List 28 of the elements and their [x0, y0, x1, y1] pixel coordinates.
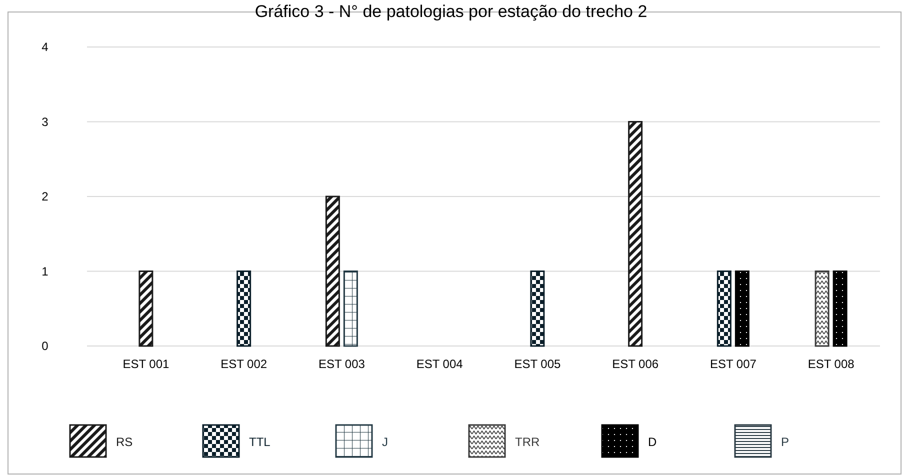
x-tick-label: EST 002	[220, 357, 268, 371]
text: J	[382, 435, 388, 449]
bar	[530, 270, 545, 347]
text: RS	[116, 435, 133, 449]
y-tick-label: 1	[42, 264, 49, 278]
text: TTL	[249, 435, 271, 449]
y-tick-label: 4	[42, 40, 49, 54]
y-tick-label: 0	[42, 339, 49, 353]
x-tick-label: EST 001	[122, 357, 170, 371]
bar	[814, 270, 830, 347]
legend-label: P	[781, 435, 790, 449]
x-tick-label: EST 003	[318, 357, 366, 371]
chart-title: Gráfico 3 - N° de patologias por estação do trecho 2	[254, 2, 648, 21]
y-tick-label: 2	[42, 190, 49, 204]
x-tick-label: EST 007	[710, 357, 757, 371]
bar	[343, 270, 358, 347]
bar	[236, 270, 252, 347]
bar	[832, 270, 848, 347]
x-tick-label: EST 004	[416, 357, 464, 371]
x-tick-label: EST 006	[612, 357, 659, 371]
x-tick-label: EST 008	[808, 357, 855, 371]
text: D	[648, 435, 657, 449]
x-tick-label: EST 005	[514, 357, 561, 371]
y-tick-label: 3	[42, 114, 49, 129]
bar	[628, 121, 643, 347]
bar	[734, 270, 750, 347]
bar	[138, 270, 154, 347]
text: TRR	[515, 435, 540, 449]
